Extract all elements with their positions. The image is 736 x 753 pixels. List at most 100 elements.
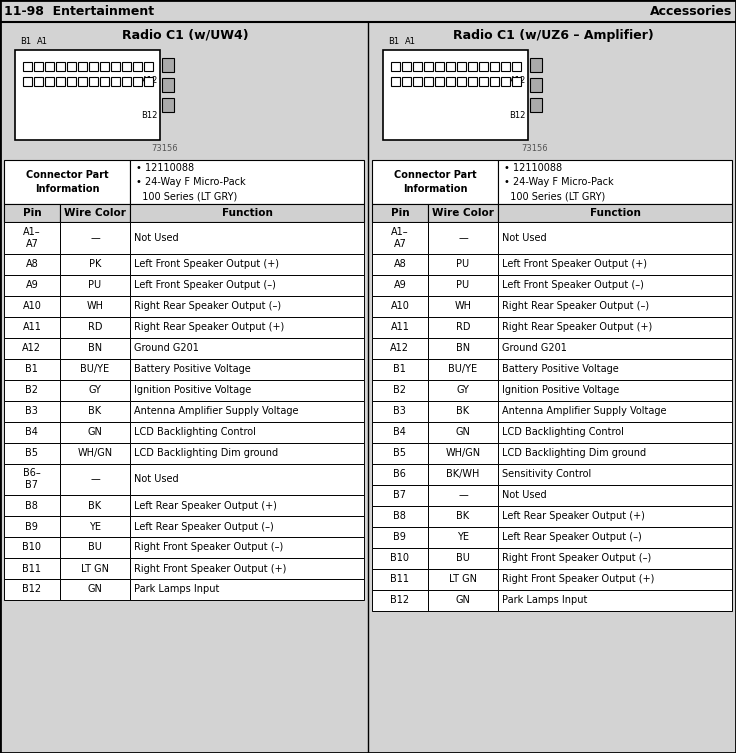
Bar (4, 443, 60, 464)
Bar (130, 443, 364, 464)
Text: 11-98  Entertainment: 11-98 Entertainment (4, 5, 154, 17)
Text: PU: PU (456, 259, 470, 269)
Text: B3: B3 (26, 406, 38, 416)
Bar (428, 401, 498, 422)
Bar (372, 254, 428, 275)
Bar (372, 401, 428, 422)
Bar (15, 50, 160, 140)
Text: A1–
A7: A1– A7 (391, 227, 408, 249)
Text: Pin: Pin (391, 208, 409, 218)
Bar (60, 537, 130, 558)
Bar (60, 222, 130, 254)
Bar (144, 62, 153, 71)
Text: —: — (458, 490, 468, 500)
Text: B10: B10 (22, 542, 41, 553)
Bar (4, 579, 60, 600)
Text: WH/GN: WH/GN (445, 448, 481, 458)
Bar (498, 337, 732, 358)
Text: LCD Backlighting Dim ground: LCD Backlighting Dim ground (134, 448, 278, 458)
Bar (122, 62, 131, 71)
Text: A11: A11 (23, 322, 41, 332)
Bar (498, 160, 732, 204)
Bar (372, 316, 428, 337)
Bar (78, 62, 87, 71)
Bar (468, 62, 477, 71)
Bar (428, 422, 498, 443)
Bar (130, 337, 364, 358)
Bar (4, 380, 60, 401)
Bar (130, 254, 364, 275)
Text: WH: WH (454, 301, 471, 311)
Text: B5: B5 (26, 448, 38, 458)
Bar (56, 77, 65, 86)
Text: A9: A9 (26, 280, 38, 290)
Bar (4, 422, 60, 443)
Text: BU/YE: BU/YE (80, 364, 110, 374)
Text: YE: YE (457, 532, 469, 542)
Bar (4, 316, 60, 337)
Text: Connector Part
Information: Connector Part Information (394, 170, 476, 194)
Text: A10: A10 (23, 301, 41, 311)
Text: BU: BU (456, 553, 470, 563)
Text: B5: B5 (394, 448, 406, 458)
Text: B6–
B7: B6– B7 (23, 468, 40, 490)
Text: Park Lamps Input: Park Lamps Input (502, 595, 587, 605)
Text: A12: A12 (22, 343, 41, 353)
Text: B3: B3 (394, 406, 406, 416)
Text: A9: A9 (394, 280, 406, 290)
Text: B8: B8 (394, 511, 406, 521)
Text: Not Used: Not Used (502, 233, 547, 242)
Bar (372, 526, 428, 547)
Text: Right Rear Speaker Output (–): Right Rear Speaker Output (–) (134, 301, 281, 311)
Bar (23, 62, 32, 71)
Bar (479, 62, 488, 71)
Bar (498, 316, 732, 337)
Text: Ground G201: Ground G201 (502, 343, 567, 353)
Text: B11: B11 (22, 563, 41, 574)
Bar (498, 254, 732, 275)
Bar (391, 77, 400, 86)
Text: B6: B6 (394, 469, 406, 479)
Bar (402, 77, 411, 86)
Bar (498, 422, 732, 443)
Bar (428, 275, 498, 295)
Bar (498, 505, 732, 526)
Bar (60, 316, 130, 337)
Bar (530, 58, 542, 72)
Text: Left Rear Speaker Output (+): Left Rear Speaker Output (+) (134, 501, 277, 511)
Text: A1: A1 (405, 37, 416, 46)
Bar (512, 77, 521, 86)
Bar (130, 204, 364, 222)
Bar (4, 222, 60, 254)
Text: Wire Color: Wire Color (64, 208, 126, 218)
Text: Park Lamps Input: Park Lamps Input (134, 584, 219, 595)
Bar (34, 77, 43, 86)
Bar (372, 358, 428, 380)
Bar (130, 160, 364, 204)
Bar (413, 62, 422, 71)
Text: Left Front Speaker Output (–): Left Front Speaker Output (–) (134, 280, 276, 290)
Text: BK: BK (456, 511, 470, 521)
Bar (130, 380, 364, 401)
Text: Function: Function (590, 208, 640, 218)
Text: A12: A12 (142, 75, 158, 84)
Bar (372, 590, 428, 611)
Text: Battery Positive Voltage: Battery Positive Voltage (502, 364, 619, 374)
Bar (372, 204, 428, 222)
Text: B12: B12 (141, 111, 158, 120)
Bar (23, 77, 32, 86)
Bar (4, 337, 60, 358)
Text: Function: Function (222, 208, 272, 218)
Text: —: — (90, 233, 100, 242)
Bar (4, 537, 60, 558)
Bar (498, 547, 732, 569)
Bar (162, 98, 174, 112)
Text: Connector Part
Information: Connector Part Information (26, 170, 108, 194)
Text: B12: B12 (22, 584, 41, 595)
Text: Pin: Pin (23, 208, 41, 218)
Text: Sensitivity Control: Sensitivity Control (502, 469, 591, 479)
Bar (457, 62, 466, 71)
Bar (501, 62, 510, 71)
Text: B7: B7 (394, 490, 406, 500)
Text: B1: B1 (394, 364, 406, 374)
